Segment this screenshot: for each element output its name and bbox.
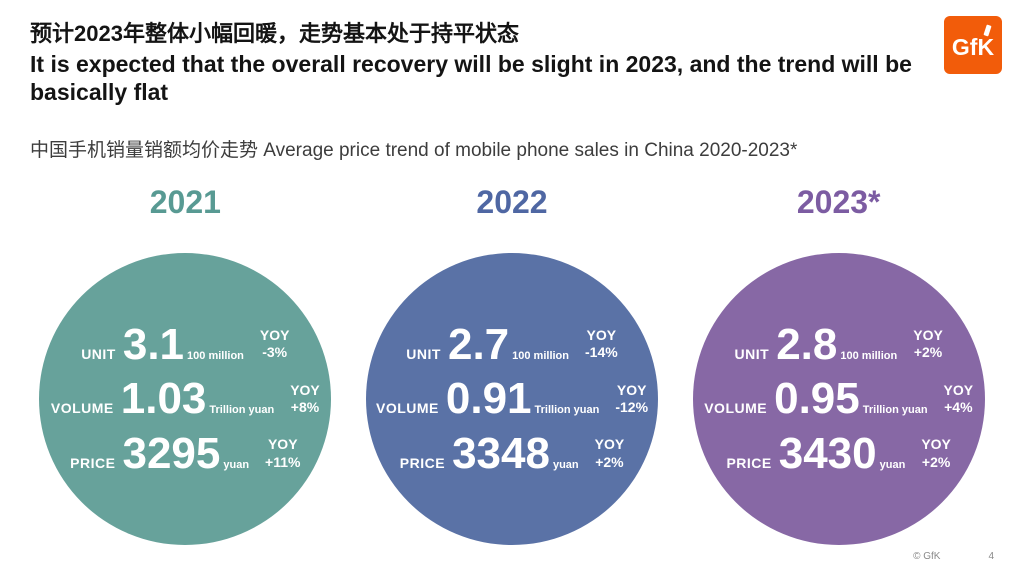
- yoy-value: -12%: [615, 399, 649, 415]
- footer: © GfK 4: [913, 551, 994, 562]
- yoy-block: YOY +4%: [944, 382, 974, 417]
- metric-row-price: PRICE 3430 yuan YOY +2%: [726, 428, 951, 478]
- metric-value: 0.95: [774, 374, 860, 424]
- year-column-2023: 2023* UNIT 2.8 100 million YOY +2% VOLUM…: [675, 184, 1002, 545]
- chart-subtitle: 中国手机销量销额均价走势 Average price trend of mobi…: [30, 140, 798, 161]
- metric-label: PRICE: [70, 454, 116, 471]
- metric-value: 3348: [452, 428, 550, 478]
- yoy-label: YOY: [616, 381, 647, 398]
- metric-row-unit: UNIT 3.1 100 million YOY -3%: [81, 319, 290, 369]
- metric-value: 1.03: [120, 374, 207, 424]
- footer-copyright: © GfK: [913, 551, 941, 562]
- metric-value: 0.91: [445, 374, 532, 424]
- yoy-value: -3%: [262, 344, 288, 361]
- metric-label: VOLUME: [704, 400, 768, 417]
- metric-value: 3430: [778, 428, 877, 478]
- yoy-value: +4%: [944, 399, 973, 415]
- metric-row-unit: UNIT 2.8 100 million YOY +2%: [734, 319, 943, 369]
- metric-row-price: PRICE 3295 yuan YOY +11%: [70, 428, 300, 478]
- metric-label: UNIT: [406, 345, 441, 362]
- metric-row-volume: VOLUME 0.95 Trillion yuan YOY +4%: [704, 374, 974, 424]
- yoy-value: +8%: [290, 399, 320, 415]
- metric-unit: yuan: [223, 458, 250, 471]
- year-column-2021: 2021 UNIT 3.1 100 million YOY -3% VOLUME…: [22, 184, 349, 545]
- metric-label: PRICE: [399, 454, 446, 471]
- year-circle: UNIT 3.1 100 million YOY -3% VOLUME 1.03…: [39, 253, 332, 545]
- metric-label: VOLUME: [50, 400, 114, 417]
- yoy-block: YOY +2%: [921, 436, 951, 471]
- year-label: 2022: [476, 184, 548, 220]
- yoy-block: YOY +11%: [265, 436, 300, 471]
- header: 预计2023年整体小幅回暖，走势基本处于持平状态 It is expected …: [0, 0, 1024, 107]
- yoy-block: YOY +2%: [595, 436, 625, 471]
- yoy-block: YOY +2%: [913, 327, 943, 362]
- title-chinese: 预计2023年整体小幅回暖，走势基本处于持平状态: [30, 21, 519, 46]
- yoy-value: -14%: [585, 344, 618, 361]
- metric-unit: Trillion yuan: [862, 404, 928, 417]
- yoy-block: YOY -12%: [615, 382, 648, 417]
- metric-row-unit: UNIT 2.7 100 million YOY -14%: [406, 319, 618, 369]
- yoy-block: YOY -14%: [585, 327, 618, 362]
- year-circle: UNIT 2.7 100 million YOY -14% VOLUME 0.9…: [366, 253, 658, 545]
- metric-row-volume: VOLUME 0.91 Trillion yuan YOY -12%: [376, 374, 648, 424]
- gfk-logo-text: GfK: [951, 33, 995, 60]
- metric-unit: 100 million: [187, 349, 244, 362]
- metric-unit: yuan: [552, 458, 579, 471]
- yoy-label: YOY: [267, 436, 298, 453]
- metric-unit: 100 million: [512, 349, 569, 362]
- metric-value: 3.1: [122, 319, 185, 369]
- yoy-block: YOY +8%: [290, 382, 320, 417]
- yoy-label: YOY: [290, 381, 320, 398]
- yoy-label: YOY: [586, 326, 617, 343]
- metric-value: 2.8: [776, 319, 838, 369]
- circles-row: 2021 UNIT 3.1 100 million YOY -3% VOLUME…: [0, 184, 1024, 545]
- title-english: It is expected that the overall recovery…: [30, 50, 912, 106]
- metric-label: UNIT: [81, 345, 116, 362]
- yoy-value: +2%: [913, 344, 943, 361]
- metric-label: UNIT: [734, 345, 770, 362]
- metric-label: PRICE: [726, 454, 772, 471]
- yoy-block: YOY -3%: [260, 327, 290, 362]
- metric-row-price: PRICE 3348 yuan YOY +2%: [399, 428, 625, 478]
- metric-unit: Trillion yuan: [209, 404, 275, 417]
- year-label: 2021: [149, 184, 221, 220]
- yoy-value: +11%: [265, 453, 301, 470]
- yoy-label: YOY: [594, 436, 625, 453]
- year-label: 2023*: [796, 184, 881, 220]
- year-column-2022: 2022 UNIT 2.7 100 million YOY -14% VOLUM…: [349, 184, 676, 545]
- year-circle: UNIT 2.8 100 million YOY +2% VOLUME 0.95…: [692, 253, 985, 545]
- metric-unit: 100 million: [840, 349, 898, 362]
- metric-unit: Trillion yuan: [534, 404, 600, 417]
- yoy-label: YOY: [921, 436, 951, 453]
- yoy-label: YOY: [913, 326, 943, 343]
- yoy-label: YOY: [259, 326, 290, 343]
- gfk-logo: GfK: [944, 16, 1002, 74]
- page-number: 4: [988, 551, 994, 562]
- metric-row-volume: VOLUME 1.03 Trillion yuan YOY +8%: [50, 374, 320, 424]
- yoy-value: +2%: [595, 453, 624, 470]
- metric-unit: yuan: [879, 458, 906, 471]
- yoy-value: +2%: [921, 453, 951, 470]
- metric-value: 3295: [122, 428, 221, 478]
- metric-label: VOLUME: [376, 400, 439, 417]
- metric-value: 2.7: [447, 319, 510, 369]
- yoy-label: YOY: [943, 381, 974, 398]
